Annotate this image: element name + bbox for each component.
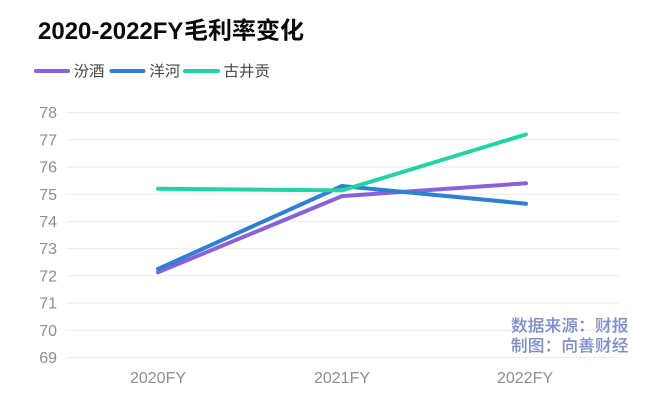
svg-text:74: 74 bbox=[39, 214, 57, 231]
svg-text:73: 73 bbox=[39, 241, 57, 258]
svg-text:2021FY: 2021FY bbox=[314, 370, 370, 387]
svg-text:77: 77 bbox=[39, 132, 57, 149]
svg-text:70: 70 bbox=[39, 323, 57, 340]
svg-text:76: 76 bbox=[39, 160, 57, 177]
svg-text:71: 71 bbox=[39, 296, 57, 313]
svg-text:78: 78 bbox=[39, 105, 57, 122]
svg-text:69: 69 bbox=[39, 350, 57, 367]
svg-text:72: 72 bbox=[39, 268, 57, 285]
svg-text:2020-2022FY: 2020-2022FY bbox=[38, 18, 183, 45]
svg-text:2022FY: 2022FY bbox=[497, 370, 553, 387]
svg-text:2020FY: 2020FY bbox=[130, 370, 186, 387]
svg-text:75: 75 bbox=[39, 187, 57, 204]
